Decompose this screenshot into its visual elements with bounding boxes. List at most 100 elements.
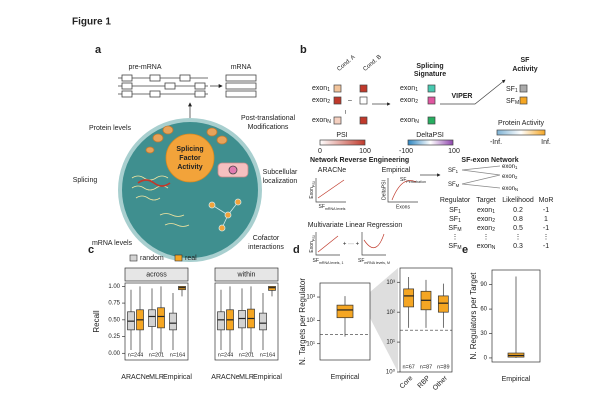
network-node: exon1 [502, 164, 518, 171]
n-label: n=164 [170, 352, 185, 358]
network-node-base: SF [448, 168, 456, 174]
condition-label: Cond. B [362, 54, 382, 73]
activity-range: -Inf. [490, 139, 502, 146]
y-axis-label: Recall [92, 310, 101, 332]
facet-label: within [237, 271, 256, 278]
exon-label: exon2 [312, 97, 330, 105]
facet-label: across [146, 271, 167, 278]
center-label: Activity [177, 164, 202, 171]
table-cell-base: SF [448, 243, 457, 250]
table-cell-base: exon [477, 225, 492, 232]
box [157, 307, 165, 329]
network-node-base: exon [502, 164, 515, 170]
minus-sign: – [348, 97, 352, 104]
y-tick-label: 0.75 [108, 301, 120, 307]
y-axis-label: N. Regulators per Target [469, 272, 478, 360]
n-label: n=244 [218, 352, 233, 358]
network-node: exon2 [502, 174, 518, 181]
sf-label-base: SF [506, 98, 515, 105]
exon-label: exon1 [400, 85, 418, 93]
network-node: SF1 [448, 168, 459, 175]
factor-label: Cofactor [253, 235, 280, 242]
table-cell: exon2 [477, 225, 495, 233]
table-cell-base: exon [477, 216, 492, 223]
activity-title: Activity [512, 66, 537, 73]
psi-range: 0 [318, 148, 322, 155]
psi-range: 100 [359, 148, 371, 155]
y-tick-label: 0.00 [108, 351, 120, 357]
factor-label: interactions [248, 244, 284, 251]
table-cell-sub: M [457, 227, 461, 233]
facet-strip [124, 267, 189, 282]
n-label: n=89 [437, 364, 449, 370]
table-cell-sub: 1 [458, 218, 461, 224]
delta-range: 100 [448, 148, 460, 155]
sf-label-sub: 1 [515, 88, 518, 94]
table-cell: -1 [543, 225, 549, 232]
activity-title: SF [521, 57, 531, 64]
table-cell-base: SF [449, 216, 458, 223]
axis-note: ExonPSI [309, 235, 316, 252]
plot-frame [491, 269, 541, 363]
network-node-sub: 1 [515, 165, 518, 170]
panel-b-graphics [315, 79, 546, 256]
table-cell: SF1 [449, 216, 461, 224]
table-cell-sub: 2 [492, 227, 495, 233]
exon-label-base: exon [312, 117, 327, 124]
factor-label: Protein levels [89, 125, 132, 132]
plot-frame [399, 267, 453, 373]
x-tick-label: Empirical [163, 374, 192, 381]
axis-note-base: SF [400, 177, 406, 183]
factor-label: Modifications [248, 124, 289, 131]
box [148, 309, 156, 327]
axis-note: Exons [396, 204, 410, 210]
factor-label: mRNA levels [92, 240, 133, 247]
table-cell: ⋮ [515, 234, 522, 241]
network-node-sub: 1 [456, 169, 459, 174]
axis-note-base: SF [319, 204, 325, 210]
axis-note: ExonPSI [309, 181, 316, 198]
table-cell: -1 [543, 207, 549, 214]
network-node: exonN [502, 186, 518, 193]
factor-label: localization [263, 178, 298, 185]
table-cell: exon1 [477, 207, 495, 215]
delta-psi-label: DeltaPSI [416, 132, 444, 139]
panel-a-graphics [118, 74, 262, 262]
y-tick-label: 10² [306, 318, 315, 324]
axis-note: SFmRNA levels [319, 204, 346, 211]
exon-label-sub: N [415, 119, 419, 125]
table-cell-sub: 1 [458, 209, 461, 215]
table-cell-base: SF [449, 207, 458, 214]
psi-label: PSI [336, 132, 347, 139]
panel-label: b [300, 44, 307, 56]
axis-note-sub: PSI [312, 235, 316, 241]
n-label: n=164 [260, 352, 275, 358]
network-node-base: exon [502, 186, 515, 192]
sf-label: SF1 [506, 86, 518, 94]
center-label: Factor [179, 155, 201, 162]
y-axis-label: N. Targets per Regulator [298, 278, 307, 365]
exon-label-base: exon [400, 97, 415, 104]
table-cell: SFM [448, 225, 461, 233]
panel-label: c [88, 244, 94, 256]
exon-label-sub: 1 [415, 87, 418, 93]
exon-label: exonN [312, 117, 331, 125]
y-tick-label: 10⁰ [386, 369, 396, 376]
axis-note-sub: mRNA levels, M [364, 261, 390, 265]
exon-label-sub: 1 [327, 87, 330, 93]
table-cell-base: SF [448, 225, 457, 232]
factor-label: Splicing [73, 177, 98, 184]
axis-note: SFPerturbation [400, 177, 426, 184]
table-cell: 0.5 [513, 225, 523, 232]
facet-strip [214, 267, 279, 282]
table-cell-sub: N [492, 245, 496, 251]
x-tick-label: Other [432, 374, 450, 392]
y-tick-label: 10³ [386, 280, 395, 286]
formula-ops: + ··· + [343, 242, 360, 248]
x-tick-label: Empirical [502, 376, 531, 383]
table-header: MoR [539, 197, 554, 204]
panel-label: e [462, 244, 468, 256]
exon-label: exon2 [400, 97, 418, 105]
exon-label-sub: 2 [327, 99, 330, 105]
table-cell: exon2 [477, 216, 495, 224]
